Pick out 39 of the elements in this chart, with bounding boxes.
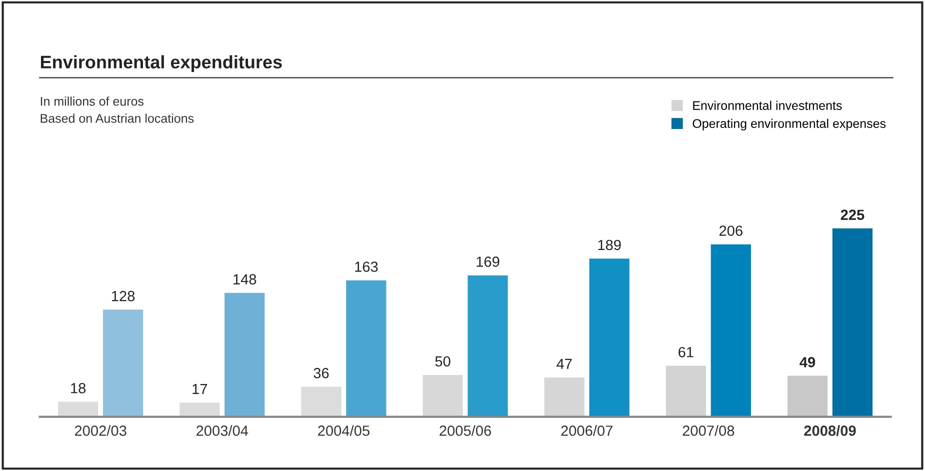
- x-tick-label: 2003/04: [196, 425, 248, 436]
- data-label: 189: [598, 240, 621, 250]
- data-label: 225: [840, 210, 864, 220]
- data-label: 18: [71, 383, 86, 394]
- data-label: 128: [112, 290, 135, 302]
- data-label: 148: [234, 274, 256, 284]
- data-label: 61: [678, 346, 694, 358]
- legend-label: Operating environmental expenses: [692, 118, 886, 130]
- bar: [422, 374, 463, 417]
- x-tick-label: 2008/09: [804, 425, 856, 436]
- bar: [224, 292, 265, 417]
- data-label: 49: [800, 357, 816, 368]
- bar: [589, 258, 630, 417]
- x-tick-label: 2005/06: [440, 425, 491, 436]
- chart-title: Environmental expenditures: [40, 55, 282, 72]
- bar: [666, 366, 706, 417]
- bar: [544, 377, 584, 417]
- bar: [346, 280, 386, 417]
- bar: [301, 386, 342, 417]
- x-tick-label: 2007/08: [682, 425, 734, 436]
- data-label: 47: [556, 358, 572, 369]
- bar: [832, 228, 873, 417]
- bar: [468, 275, 508, 417]
- x-tick-label: 2004/05: [318, 425, 370, 436]
- bar: [58, 402, 98, 417]
- chart-subtitle: In millions of euros Based on Austrian locations: [40, 96, 194, 123]
- bar: [710, 244, 751, 417]
- data-label: 50: [435, 356, 450, 367]
- x-tick-label: 2006/07: [561, 425, 612, 436]
- data-label: 36: [314, 368, 329, 378]
- data-label: 17: [192, 384, 208, 394]
- legend-label: Environmental investments: [693, 100, 842, 110]
- data-label: 163: [355, 262, 378, 272]
- bar: [787, 376, 828, 417]
- data-label: 206: [719, 226, 742, 236]
- x-tick-label: 2002/03: [74, 425, 126, 436]
- bar: [102, 310, 144, 417]
- data-label: 169: [476, 256, 500, 267]
- bar: [180, 402, 220, 417]
